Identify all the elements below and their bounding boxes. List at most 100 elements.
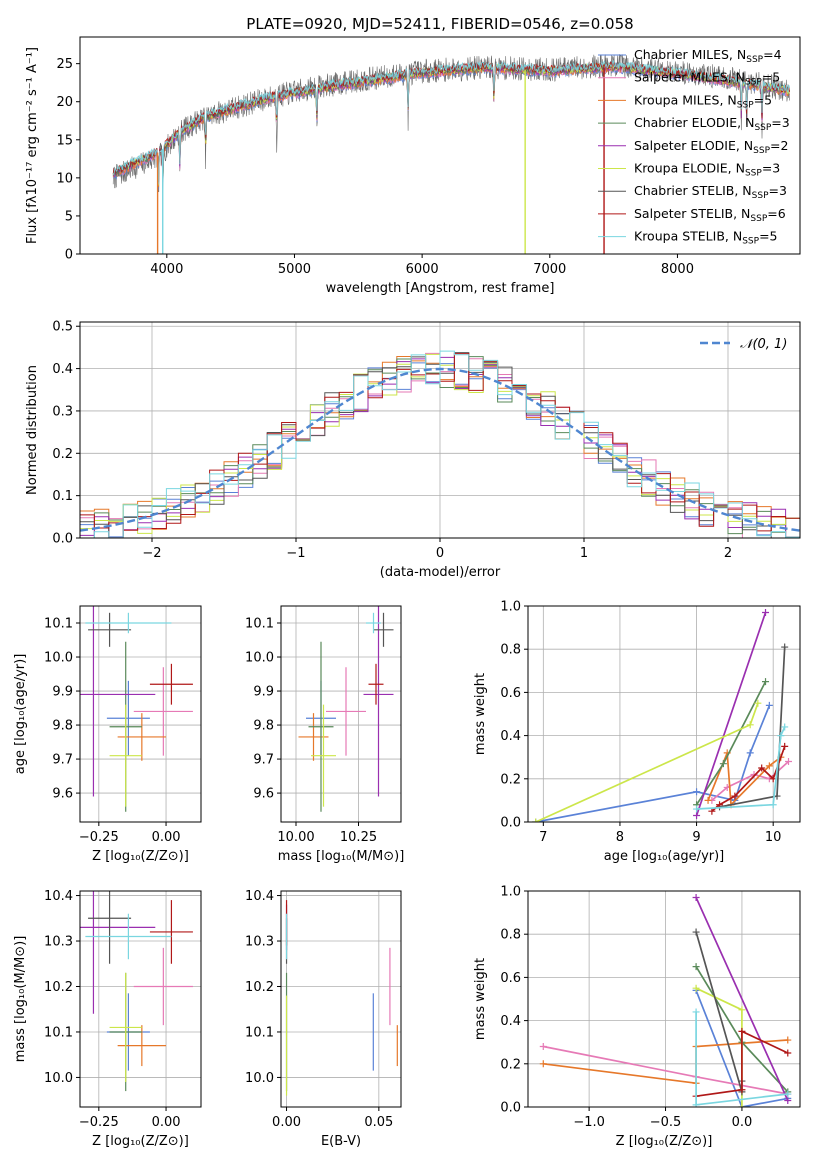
errorbar-point [85,612,172,634]
y-tick-label: 10.0 [245,1071,274,1086]
mass-weight-marker [692,893,700,901]
histogram-bars [80,350,800,538]
y-axis-label: Flux [fλ10⁻¹⁷ erg cm⁻² s⁻¹ A⁻¹] [25,47,40,244]
x-tick-label: 0.00 [272,1115,301,1130]
y-tick-label: 9.7 [52,753,73,768]
axes-frame [280,890,402,1108]
y-tick-label: 10.4 [245,889,274,904]
mass-weight-marker [785,758,793,766]
mass-weight-marker [704,796,712,804]
mass-weight-line [695,612,767,816]
x-tick-label: −0.25 [79,830,119,845]
x-tick-label: −1 [286,546,305,561]
legend-label: Salpeter ELODIE, NSSP=2 [634,138,788,156]
x-tick-label: 4000 [150,262,183,277]
errorbar-point [109,972,142,1082]
mass-weight-marker [731,792,739,800]
legend-label: 𝒩(0, 1) [740,337,787,352]
errorbar-point [373,612,394,647]
axes-frame [527,605,801,823]
errorbar-point [368,663,384,705]
y-tick-label: 0.4 [52,362,73,377]
spectrum-axes: 4000 5000 6000 7000 8000 0 5 10 15 20 25 wavelength… [25,47,694,296]
mass-weight-marker [784,1036,792,1044]
y-tick-label: 9.6 [52,787,73,802]
spectrum-lines [112,54,790,254]
y-tick-label: 10.2 [44,980,73,995]
y-tick-label: 0.5 [52,320,73,335]
mass-weight-line [695,931,743,1093]
y-tick-label: 9.8 [253,719,274,734]
y-tick-label: 1.0 [500,600,521,615]
mass_vs_ebv-points [285,900,398,1096]
legend-label: Kroupa ELODIE, NSSP=3 [634,161,780,179]
y-tick-label: 0.4 [500,729,521,744]
mass-weight-line [695,990,788,1107]
y-tick-label: 0.0 [500,1101,521,1116]
x-tick-label: 5000 [278,262,311,277]
x-tick-label: 10.00 [277,830,314,845]
y-tick-label: 10.1 [44,1025,73,1040]
x-tick-label: 7000 [533,262,566,277]
errorbar-point [88,612,132,647]
legend-label: Kroupa STELIB, NSSP=5 [634,229,778,247]
y-tick-label: 0.0 [500,816,521,831]
y-tick-label: 5 [65,209,73,224]
mass-weight-marker [692,928,700,936]
legend-label: Chabrier STELIB, NSSP=3 [634,183,787,201]
x-axis-label: Z [log₁₀(Z/Z⊙)] [616,1134,713,1149]
y-tick-label: 9.7 [253,753,274,768]
errorbar-point [80,891,156,1014]
mass-weight-marker [781,742,789,750]
x-axis-label: mass [log₁₀(M/M⊙)] [278,849,405,864]
y-tick-label: 0.6 [500,971,521,986]
mass-weight-marker [532,818,540,822]
y-axis-label: age [log₁₀(age/yr)] [13,654,28,775]
mass-weight-marker [746,721,754,729]
mass_vs_ebv-axes: 0.00 0.05 10.0 10.1 10.2 10.3 10.4 E(B-V) [245,889,401,1149]
x-axis-label: Z [log₁₀(Z/Z⊙)] [92,1134,189,1149]
x-tick-label: 0.00 [152,1115,181,1130]
y-tick-label: 10.0 [245,651,274,666]
mass-weight-marker [781,643,789,651]
x-tick-label: −0.5 [650,1115,682,1130]
y-tick-label: 10.0 [44,1071,73,1086]
legend-label: Salpeter MILES, NSSP=5 [634,70,780,88]
x-tick-label: 10.25 [340,830,377,845]
errorbar-point [80,606,156,797]
mass-weight-marker [539,1043,547,1051]
errorbar-point [366,612,381,634]
axes-frame [280,605,402,823]
errorbar-point [117,1025,167,1067]
age_vs_Z-axes: −0.25 0.00 9.6 9.7 9.8 9.9 10.0 10.1 Z [log₁₀(Z/… [13,606,201,864]
y-tick-label: 0 [65,248,73,263]
y-tick-label: 10.4 [44,889,73,904]
normal-curve [80,367,800,532]
y-tick-label: 9.6 [253,787,274,802]
mass-weight-line [695,897,789,1101]
mass-weight-marker [765,762,773,770]
y-tick-label: 0.2 [500,1057,521,1072]
figure-title: PLATE=0920, MJD=52411, FIBERID=0546, z=0… [246,15,633,33]
y-tick-label: 10.1 [44,617,73,632]
mass_vs_Z-points [80,891,193,1092]
y-tick-label: 20 [56,95,73,110]
mass-weight-marker [746,749,754,757]
mass-weight-marker [738,1103,746,1107]
y-tick-label: 0.8 [500,928,521,943]
y-tick-label: 10.2 [245,980,274,995]
errorbar-point [326,667,366,756]
errorbar-point [149,900,193,964]
mass-weight-marker [781,723,789,731]
x-tick-label: 0 [436,546,444,561]
errorbar-point [88,891,132,964]
mass_weight_vs_age-lines [532,608,793,822]
x-tick-label: −0.25 [79,1115,119,1130]
mass_weight_vs_age-axes: 7 8 9 10 0.0 0.2 0.4 0.6 0.8 1.0 age [log₁₀(age/yr… [473,600,800,864]
mass-weight-marker [693,805,701,813]
mass_weight_vs_Z-axes: −1.0 −0.5 0.0 0.0 0.2 0.4 0.6 0.8 1.0 Z [log₁₀(Z/… [473,885,800,1149]
y-tick-label: 0.3 [52,404,73,419]
x-tick-label: 1 [580,546,588,561]
x-tick-label: −1.0 [573,1115,605,1130]
